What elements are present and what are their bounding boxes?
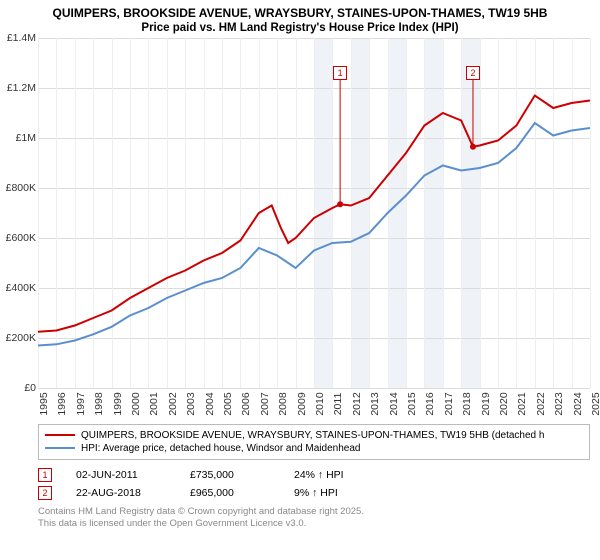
x-axis-label: 2001 bbox=[148, 392, 160, 415]
x-axis-label: 1995 bbox=[38, 392, 50, 415]
marker-dot bbox=[470, 143, 476, 149]
attribution-line2: This data is licensed under the Open Gov… bbox=[38, 518, 590, 530]
x-axis-label: 1998 bbox=[93, 392, 105, 415]
x-axis-label: 2007 bbox=[259, 392, 271, 415]
y-axis-label: £1.2M bbox=[0, 82, 36, 94]
x-axis-label: 1999 bbox=[112, 392, 124, 415]
x-axis-label: 2019 bbox=[480, 392, 492, 415]
sale-date: 02-JUN-2011 bbox=[76, 469, 166, 481]
x-axis-label: 2021 bbox=[516, 392, 528, 415]
sale-pct: 9% ↑ HPI bbox=[294, 487, 384, 499]
sale-pct: 24% ↑ HPI bbox=[294, 469, 384, 481]
x-axis-label: 2015 bbox=[406, 392, 418, 415]
x-axis-label: 2006 bbox=[240, 392, 252, 415]
x-axis-label: 2002 bbox=[167, 392, 179, 415]
gridline bbox=[38, 388, 590, 389]
sale-price: £735,000 bbox=[190, 469, 270, 481]
marker-label: 2 bbox=[466, 66, 480, 80]
y-axis-label: £400K bbox=[0, 282, 36, 294]
x-axis-label: 2008 bbox=[277, 392, 289, 415]
x-axis-label: 2013 bbox=[369, 392, 381, 415]
legend: QUIMPERS, BROOKSIDE AVENUE, WRAYSBURY, S… bbox=[38, 424, 590, 460]
legend-swatch bbox=[45, 434, 75, 436]
attribution-line1: Contains HM Land Registry data © Crown c… bbox=[38, 506, 590, 518]
marker-dot bbox=[337, 201, 343, 207]
y-axis-label: £600K bbox=[0, 232, 36, 244]
x-axis-label: 2003 bbox=[185, 392, 197, 415]
x-axis-label: 2024 bbox=[572, 392, 584, 415]
x-axis-label: 2000 bbox=[130, 392, 142, 415]
y-axis-label: £1.4M bbox=[0, 32, 36, 44]
legend-label: QUIMPERS, BROOKSIDE AVENUE, WRAYSBURY, S… bbox=[81, 430, 544, 441]
x-axis-label: 2017 bbox=[443, 392, 455, 415]
x-axis-label: 2025 bbox=[590, 392, 600, 415]
x-axis-label: 2009 bbox=[296, 392, 308, 415]
x-axis-label: 2012 bbox=[351, 392, 363, 415]
x-axis-label: 2014 bbox=[388, 392, 400, 415]
x-axis-label: 2018 bbox=[461, 392, 473, 415]
x-axis-label: 2020 bbox=[498, 392, 510, 415]
sale-row: 2 22-AUG-2018 £965,000 9% ↑ HPI bbox=[38, 484, 590, 502]
x-axis-label: 1997 bbox=[75, 392, 87, 415]
sales-table: 1 02-JUN-2011 £735,000 24% ↑ HPI 2 22-AUG-201… bbox=[38, 466, 590, 502]
x-axis-label: 2023 bbox=[553, 392, 565, 415]
chart-title-line1: QUIMPERS, BROOKSIDE AVENUE, WRAYSBURY, S… bbox=[0, 0, 600, 22]
x-axis-label: 1996 bbox=[56, 392, 68, 415]
y-axis-label: £800K bbox=[0, 182, 36, 194]
sale-row: 1 02-JUN-2011 £735,000 24% ↑ HPI bbox=[38, 466, 590, 484]
series-price_paid bbox=[38, 95, 590, 331]
chart-plot-area: £0£200K£400K£600K£800K£1M£1.2M£1.4M19951… bbox=[38, 38, 590, 388]
legend-row: HPI: Average price, detached house, Wind… bbox=[45, 442, 583, 455]
y-axis-label: £200K bbox=[0, 332, 36, 344]
series-hpi bbox=[38, 123, 590, 346]
chart-title-line2: Price paid vs. HM Land Registry's House … bbox=[0, 22, 600, 38]
x-axis-label: 2022 bbox=[535, 392, 547, 415]
gridline-v bbox=[590, 38, 591, 388]
y-axis-label: £0 bbox=[0, 382, 36, 394]
chart-lines bbox=[38, 38, 590, 388]
legend-label: HPI: Average price, detached house, Wind… bbox=[81, 443, 360, 454]
attribution: Contains HM Land Registry data © Crown c… bbox=[38, 506, 590, 531]
x-axis-label: 2011 bbox=[332, 392, 344, 415]
sale-marker: 1 bbox=[38, 468, 52, 482]
x-axis-label: 2004 bbox=[204, 392, 216, 415]
marker-label: 1 bbox=[333, 66, 347, 80]
x-axis-label: 2005 bbox=[222, 392, 234, 415]
legend-swatch bbox=[45, 447, 75, 449]
sale-marker: 2 bbox=[38, 486, 52, 500]
sale-date: 22-AUG-2018 bbox=[76, 487, 166, 499]
legend-row: QUIMPERS, BROOKSIDE AVENUE, WRAYSBURY, S… bbox=[45, 429, 583, 442]
sale-price: £965,000 bbox=[190, 487, 270, 499]
y-axis-label: £1M bbox=[0, 132, 36, 144]
x-axis-label: 2016 bbox=[424, 392, 436, 415]
x-axis-label: 2010 bbox=[314, 392, 326, 415]
